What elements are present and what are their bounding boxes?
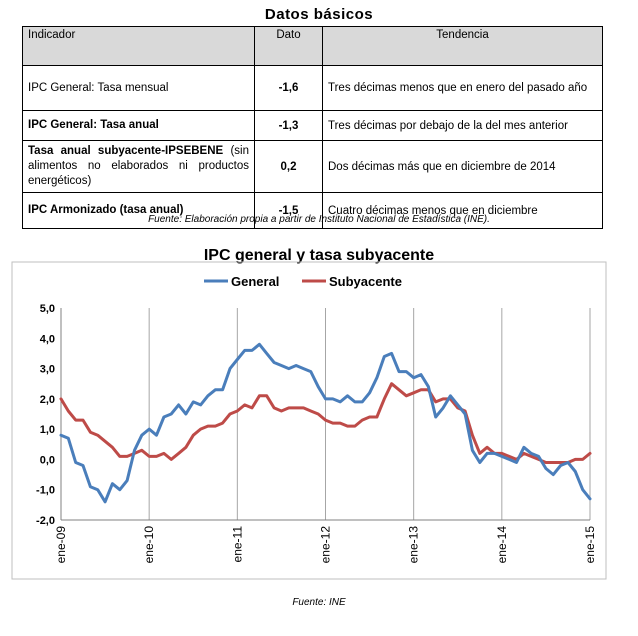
header-dato: Dato (254, 26, 323, 66)
chart-title: IPC general y tasa subyacente (203, 247, 435, 264)
row-indicator-rest: (sin alimentos no elaborados ni producto… (28, 145, 249, 187)
table-source-note: Fuente: Elaboración propia a partir de I… (148, 214, 490, 225)
y-tick-label: 3,0 (40, 364, 55, 376)
table-row: IPC General: Tasa anual -1,3 Tres décima… (22, 110, 603, 141)
row-indicator: Tasa anual subyacente-IPSEBENE (sin alim… (22, 140, 255, 193)
table-header-row: Indicador Dato Tendencia (22, 26, 603, 66)
row-indicator: IPC General: Tasa mensual (22, 65, 255, 111)
row-value: -1,5 (254, 192, 323, 229)
y-tick-label: 2,0 (40, 394, 55, 406)
row-trend: Tres décimas menos que en enero del pasa… (322, 65, 603, 111)
row-value: -1,6 (254, 65, 323, 111)
x-tick-label: ene-11 (230, 526, 244, 563)
row-value: 0,2 (254, 140, 323, 193)
chart-source-note: Fuente: INE (292, 597, 346, 608)
x-tick-label: ene-14 (495, 526, 509, 564)
x-tick-label: ene-15 (583, 526, 597, 564)
y-tick-label: -2,0 (36, 515, 55, 527)
chart-frame (11, 261, 607, 580)
basic-data-table: Indicador Dato Tendencia IPC General: Ta… (22, 26, 603, 229)
y-tick-label: -1,0 (36, 485, 55, 497)
legend-label: General (231, 274, 279, 289)
x-tick-label: ene-09 (54, 526, 68, 564)
row-trend: Dos décimas más que en diciembre de 2014 (322, 140, 603, 193)
grid-lines (60, 308, 591, 520)
row-indicator-bold: Tasa anual subyacente-IPSEBENE (28, 145, 224, 157)
series-line-subyacente (59, 382, 592, 464)
series-lines (59, 342, 592, 504)
table-title: Datos básicos (264, 6, 374, 23)
series-line-general (59, 342, 592, 504)
legend-label: Subyacente (329, 274, 402, 289)
x-tick-label: ene-10 (142, 526, 156, 564)
y-tick-label: 0,0 (40, 454, 55, 466)
legend: General Subyacente (204, 274, 402, 289)
y-tick-label: 4,0 (40, 333, 55, 345)
row-trend: Cuatro décimas menos que en diciembre (322, 192, 603, 229)
row-indicator: IPC Armonizado (tasa anual) (22, 192, 255, 229)
header-tendencia: Tendencia (322, 26, 603, 66)
table-row: IPC Armonizado (tasa anual) -1,5 Cuatro … (22, 192, 603, 229)
y-tick-label: 5,0 (40, 303, 55, 315)
x-tick-label: ene-13 (407, 526, 421, 564)
table-row: IPC General: Tasa mensual -1,6 Tres déci… (22, 65, 603, 111)
table-row: Tasa anual subyacente-IPSEBENE (sin alim… (22, 140, 603, 193)
x-tick-label: ene-12 (319, 526, 333, 564)
y-tick-label: 1,0 (40, 424, 55, 436)
